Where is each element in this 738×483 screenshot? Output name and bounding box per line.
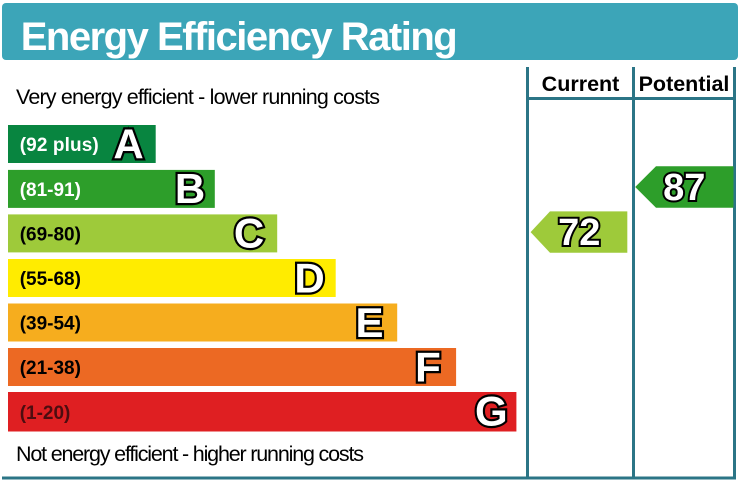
svg-text:F: F xyxy=(415,343,441,390)
svg-text:D: D xyxy=(294,254,324,301)
svg-text:G: G xyxy=(475,387,508,434)
svg-text:B: B xyxy=(175,165,205,212)
svg-text:C: C xyxy=(234,210,264,257)
svg-text:87: 87 xyxy=(663,167,705,209)
svg-text:(39-54): (39-54) xyxy=(20,314,81,335)
svg-text:(21-38): (21-38) xyxy=(20,358,81,379)
svg-text:Not energy efficient - higher: Not energy efficient - higher running co… xyxy=(16,442,364,466)
svg-text:Current: Current xyxy=(542,72,620,96)
svg-text:(92 plus): (92 plus) xyxy=(20,135,99,156)
svg-text:(69-80): (69-80) xyxy=(20,224,81,245)
svg-text:72: 72 xyxy=(558,212,600,254)
svg-text:Potential: Potential xyxy=(639,72,730,96)
svg-text:A: A xyxy=(113,120,143,167)
svg-text:E: E xyxy=(355,299,383,346)
svg-text:(81-91): (81-91) xyxy=(20,180,81,201)
svg-text:(55-68): (55-68) xyxy=(20,269,81,290)
svg-text:(1-20): (1-20) xyxy=(20,403,71,424)
svg-text:Energy Efficiency Rating: Energy Efficiency Rating xyxy=(21,15,458,59)
svg-text:Very energy efficient - lower: Very energy efficient - lower running co… xyxy=(16,85,380,109)
